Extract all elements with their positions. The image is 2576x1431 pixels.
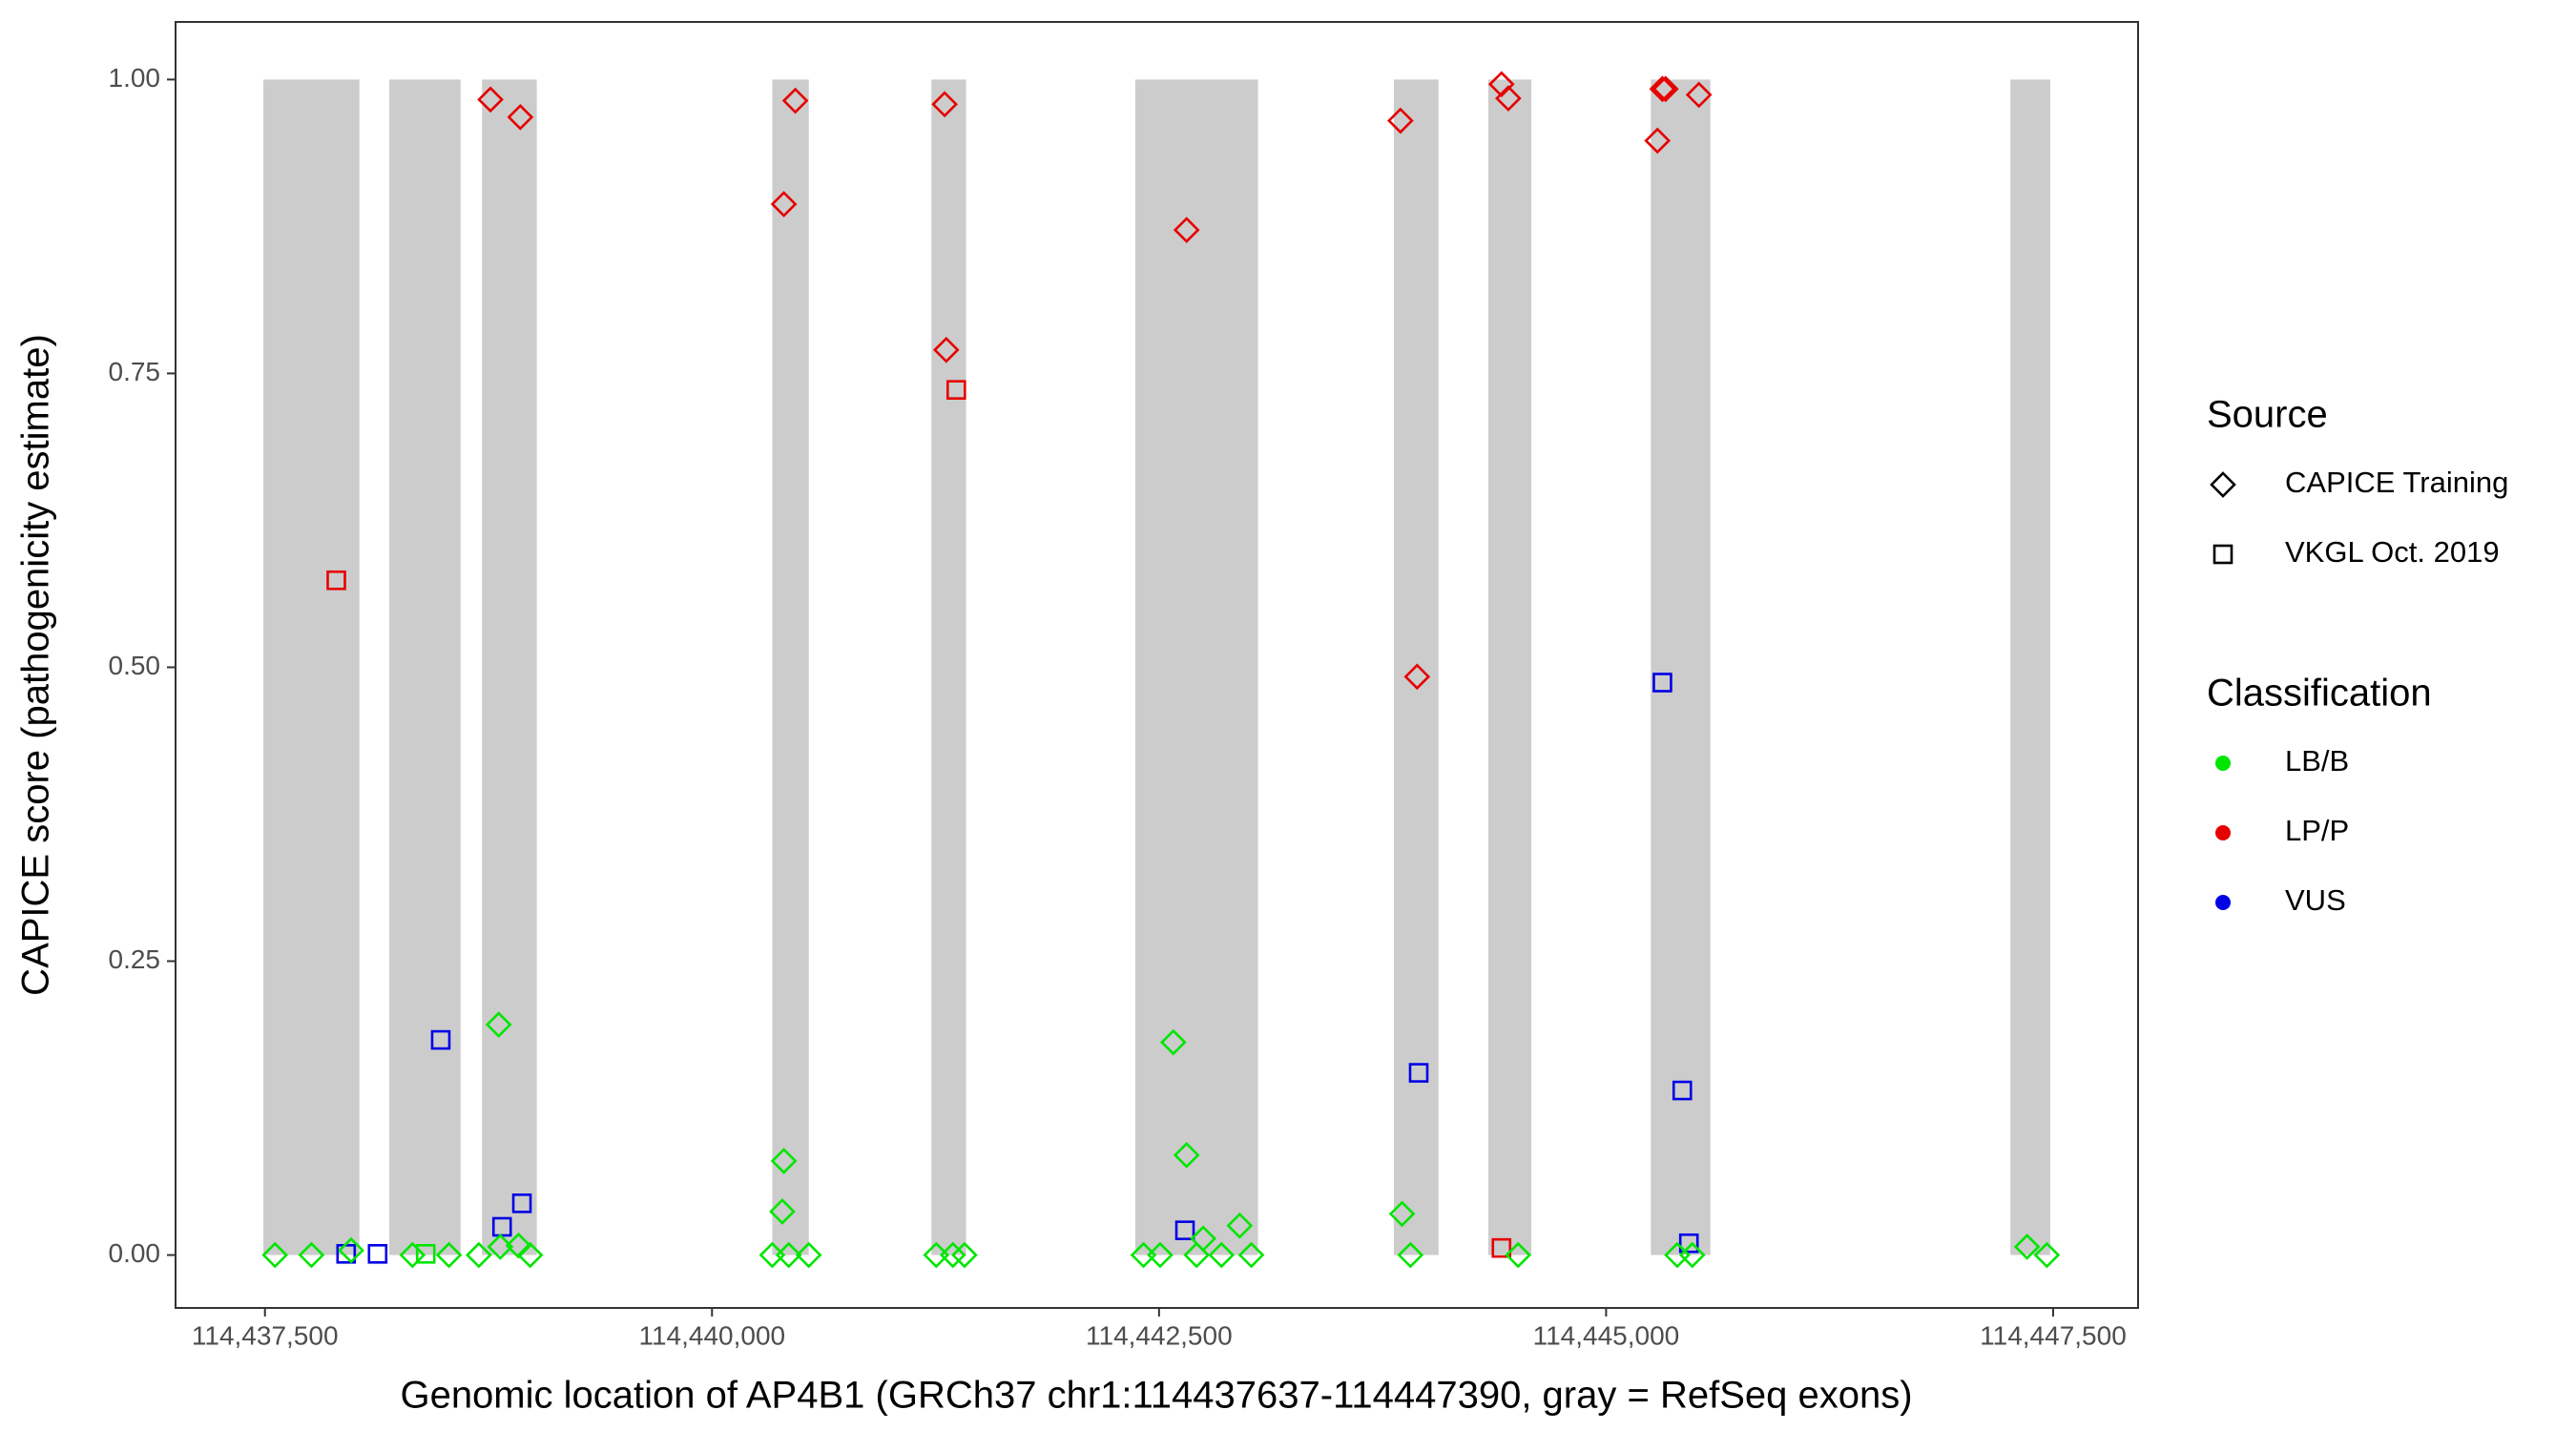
point	[435, 1241, 463, 1269]
point	[477, 86, 504, 114]
point	[775, 1241, 802, 1269]
point	[1147, 1241, 1174, 1269]
point	[367, 1244, 388, 1264]
legend-label: CAPICE Training	[2285, 466, 2508, 499]
point	[770, 1148, 798, 1174]
point	[487, 1234, 514, 1260]
legend-symbol	[2212, 544, 2233, 565]
point	[769, 1198, 796, 1225]
point	[1491, 1237, 1512, 1258]
point	[466, 1241, 492, 1269]
point	[1387, 107, 1414, 135]
exon-band	[931, 79, 966, 1255]
point	[1173, 1141, 1200, 1169]
legend-title: Classification	[2207, 673, 2432, 715]
legend-title: Source	[2207, 394, 2328, 436]
point	[430, 1029, 451, 1050]
point	[505, 1232, 532, 1259]
exon-band	[388, 79, 461, 1255]
point	[2033, 1241, 2061, 1269]
legend-symbol	[2215, 895, 2231, 910]
x-tick-label: 114,445,000	[1533, 1320, 1680, 1350]
plot-border	[175, 21, 2139, 1309]
y-tick-label: 1.00	[109, 63, 161, 93]
exon-band	[2010, 79, 2050, 1255]
point	[338, 1236, 364, 1264]
point	[485, 1011, 512, 1038]
point	[1403, 663, 1431, 691]
y-tick-label: 0.50	[109, 651, 161, 680]
point	[1649, 75, 1676, 103]
point	[1672, 1080, 1693, 1101]
point	[795, 1241, 822, 1269]
exon-band	[1487, 79, 1532, 1255]
point	[2013, 1234, 2041, 1260]
point	[326, 570, 346, 591]
legend-symbol	[2215, 756, 2231, 771]
point	[1388, 1200, 1416, 1228]
y-tick-label: 0.75	[109, 357, 161, 386]
point	[951, 1241, 978, 1269]
point	[298, 1241, 325, 1269]
point	[1174, 1220, 1195, 1240]
x-tick-label: 114,447,500	[1980, 1320, 2127, 1350]
legend-label: LB/B	[2285, 744, 2349, 778]
point	[932, 336, 960, 363]
point	[507, 103, 534, 131]
point	[1160, 1028, 1187, 1056]
point	[516, 1241, 544, 1269]
exon-band	[482, 79, 537, 1255]
legend-label: LP/P	[2285, 814, 2349, 847]
y-axis-title: CAPICE score (pathogenicity estimate)	[15, 334, 57, 996]
exon-band	[772, 79, 809, 1255]
point	[770, 191, 798, 218]
legend-label: VUS	[2285, 883, 2346, 917]
point	[1190, 1225, 1216, 1253]
point	[261, 1241, 289, 1269]
point	[1685, 81, 1713, 109]
point	[1652, 673, 1672, 693]
point	[511, 1193, 532, 1213]
x-tick-label: 114,437,500	[192, 1320, 339, 1350]
point	[1173, 217, 1200, 243]
point	[1226, 1212, 1254, 1239]
point	[1397, 1241, 1424, 1269]
point	[1408, 1063, 1429, 1083]
point	[1678, 1233, 1699, 1254]
exon-band	[1651, 79, 1711, 1255]
point	[415, 1244, 436, 1264]
point	[939, 1241, 966, 1269]
point	[1183, 1241, 1211, 1269]
point	[399, 1241, 426, 1269]
legend-symbol	[2215, 825, 2231, 840]
point	[1652, 75, 1679, 103]
point	[1487, 71, 1515, 98]
point	[1208, 1241, 1236, 1269]
legend-symbol	[2210, 471, 2236, 498]
x-tick-label: 114,440,000	[638, 1320, 785, 1350]
y-tick-label: 0.00	[109, 1238, 161, 1268]
point	[946, 380, 966, 400]
exon-band	[263, 79, 360, 1255]
point	[931, 91, 958, 118]
point	[781, 87, 809, 114]
point	[1495, 85, 1522, 112]
x-tick-label: 114,442,500	[1086, 1320, 1233, 1350]
x-axis-title: Genomic location of AP4B1 (GRCh37 chr1:1…	[400, 1375, 1912, 1417]
point	[1505, 1241, 1532, 1269]
legend-label: VKGL Oct. 2019	[2285, 535, 2500, 569]
exon-band	[1134, 79, 1258, 1255]
point	[1237, 1241, 1265, 1269]
point	[1644, 127, 1672, 155]
y-tick-label: 0.25	[109, 944, 161, 974]
point	[1678, 1241, 1706, 1269]
